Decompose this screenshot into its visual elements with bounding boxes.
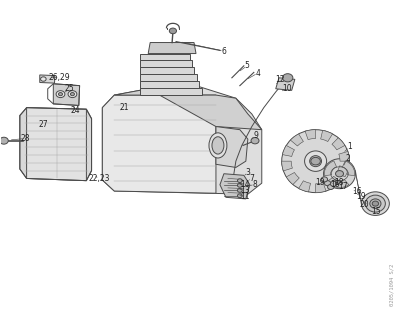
Circle shape bbox=[330, 181, 337, 186]
Text: 2: 2 bbox=[345, 154, 350, 162]
Polygon shape bbox=[220, 174, 250, 199]
Polygon shape bbox=[102, 86, 262, 194]
Polygon shape bbox=[276, 78, 295, 90]
Polygon shape bbox=[216, 126, 248, 167]
Ellipse shape bbox=[366, 195, 385, 212]
Polygon shape bbox=[337, 166, 349, 177]
Polygon shape bbox=[282, 161, 292, 171]
Polygon shape bbox=[342, 161, 355, 176]
Circle shape bbox=[372, 201, 378, 206]
Polygon shape bbox=[148, 43, 196, 53]
Circle shape bbox=[238, 194, 242, 198]
Text: 17: 17 bbox=[338, 182, 348, 191]
Circle shape bbox=[311, 157, 320, 165]
Text: 10: 10 bbox=[282, 84, 292, 93]
Polygon shape bbox=[305, 130, 316, 140]
Polygon shape bbox=[140, 53, 190, 60]
Text: 16: 16 bbox=[330, 180, 340, 189]
Polygon shape bbox=[140, 60, 192, 67]
Polygon shape bbox=[299, 181, 310, 192]
Text: 25: 25 bbox=[64, 84, 74, 93]
Text: 14: 14 bbox=[240, 180, 250, 189]
Text: 5: 5 bbox=[244, 61, 250, 70]
Polygon shape bbox=[140, 88, 202, 95]
Ellipse shape bbox=[304, 151, 327, 171]
Polygon shape bbox=[328, 176, 341, 188]
Text: 15: 15 bbox=[371, 207, 381, 216]
Text: 0205/1094 S/2: 0205/1094 S/2 bbox=[390, 264, 394, 307]
Text: 16: 16 bbox=[353, 187, 362, 197]
Text: 9: 9 bbox=[253, 131, 258, 141]
Text: 11: 11 bbox=[240, 192, 249, 201]
Text: 18: 18 bbox=[334, 178, 344, 187]
Text: 26,29: 26,29 bbox=[49, 73, 70, 82]
Circle shape bbox=[0, 137, 8, 144]
Ellipse shape bbox=[324, 159, 356, 189]
Polygon shape bbox=[290, 134, 303, 146]
Text: 24: 24 bbox=[71, 106, 80, 115]
Text: 6: 6 bbox=[222, 46, 226, 56]
Ellipse shape bbox=[282, 130, 350, 193]
Polygon shape bbox=[102, 95, 216, 193]
Polygon shape bbox=[140, 81, 199, 88]
Circle shape bbox=[40, 77, 46, 81]
Circle shape bbox=[56, 91, 65, 98]
Circle shape bbox=[238, 179, 242, 183]
Circle shape bbox=[324, 181, 331, 186]
Circle shape bbox=[238, 184, 242, 187]
Text: 19: 19 bbox=[315, 178, 324, 187]
Polygon shape bbox=[40, 75, 55, 83]
Text: 7: 7 bbox=[249, 174, 254, 183]
Text: 4: 4 bbox=[255, 69, 260, 77]
Polygon shape bbox=[321, 131, 332, 142]
Polygon shape bbox=[324, 161, 336, 176]
Circle shape bbox=[336, 171, 344, 177]
Polygon shape bbox=[140, 67, 194, 74]
Polygon shape bbox=[282, 145, 294, 156]
Ellipse shape bbox=[310, 156, 322, 167]
Polygon shape bbox=[140, 74, 197, 81]
Circle shape bbox=[328, 185, 334, 190]
Polygon shape bbox=[286, 173, 299, 185]
Polygon shape bbox=[27, 108, 86, 181]
Polygon shape bbox=[53, 84, 80, 106]
Text: 27: 27 bbox=[39, 120, 48, 130]
Ellipse shape bbox=[209, 133, 227, 158]
Circle shape bbox=[251, 137, 259, 144]
Circle shape bbox=[58, 93, 62, 96]
Polygon shape bbox=[330, 180, 349, 187]
Circle shape bbox=[282, 74, 293, 82]
Text: 12: 12 bbox=[275, 76, 284, 84]
Polygon shape bbox=[20, 108, 92, 181]
Text: 22,23: 22,23 bbox=[89, 174, 110, 183]
Text: 1: 1 bbox=[347, 143, 352, 151]
Polygon shape bbox=[339, 151, 350, 161]
Ellipse shape bbox=[362, 192, 389, 216]
Circle shape bbox=[238, 189, 242, 192]
Polygon shape bbox=[114, 89, 262, 130]
Polygon shape bbox=[332, 138, 345, 150]
Text: 19: 19 bbox=[357, 192, 366, 201]
Text: 3: 3 bbox=[245, 168, 250, 177]
Circle shape bbox=[70, 93, 74, 96]
Circle shape bbox=[169, 28, 176, 34]
Ellipse shape bbox=[370, 199, 381, 208]
Text: 21: 21 bbox=[120, 103, 129, 112]
Polygon shape bbox=[316, 183, 326, 193]
Circle shape bbox=[68, 91, 77, 98]
Text: 20: 20 bbox=[360, 200, 369, 209]
Text: 8: 8 bbox=[253, 180, 257, 189]
Text: 13: 13 bbox=[240, 185, 250, 195]
Ellipse shape bbox=[212, 137, 224, 154]
Circle shape bbox=[321, 177, 328, 182]
Text: 28: 28 bbox=[21, 134, 30, 143]
